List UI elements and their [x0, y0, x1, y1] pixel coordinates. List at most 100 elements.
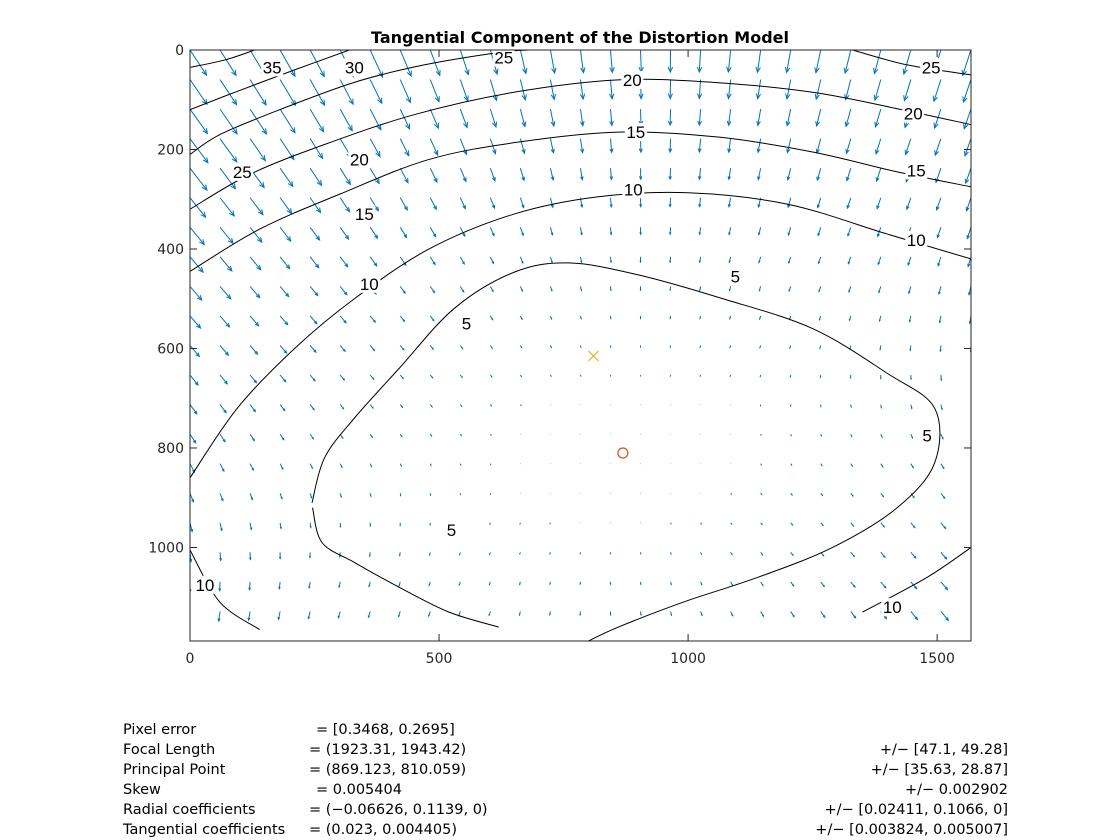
quiver-arrow — [219, 197, 236, 217]
quiver-arrow — [519, 256, 524, 265]
quiver-arrow — [609, 50, 615, 74]
quiver-arrow — [966, 227, 971, 240]
quiver-arrow — [876, 197, 882, 210]
quiver-arrow — [249, 493, 253, 501]
quiver-arrow — [429, 345, 435, 351]
quiver-arrow — [640, 522, 642, 524]
quiver-arrow — [579, 109, 585, 127]
quiver-arrow — [338, 581, 341, 589]
quiver-arrow — [669, 256, 672, 264]
quiver-arrow — [760, 581, 764, 587]
quiver-arrow — [489, 404, 493, 407]
quiver-arrow — [790, 640, 792, 641]
quiver-arrow — [309, 167, 323, 187]
quiver-arrow — [190, 493, 194, 503]
stats-value: = (−0.06626, 0.1139, 0) — [309, 802, 488, 818]
quiver-arrow — [399, 374, 404, 380]
quiver-arrow — [369, 374, 375, 381]
quiver-arrow — [844, 108, 852, 128]
quiver-arrow — [339, 227, 350, 241]
quiver-arrow — [337, 611, 341, 619]
quiver-arrow — [339, 404, 345, 410]
quiver-arrow — [875, 168, 882, 183]
quiver-arrow — [758, 256, 762, 264]
quiver-arrow — [817, 256, 822, 265]
quiver-arrow — [728, 256, 732, 264]
quiver-arrow — [940, 463, 945, 470]
quiver-arrow — [730, 581, 733, 587]
quiver-arrow — [874, 138, 882, 155]
quiver-arrow — [668, 197, 672, 208]
quiver-arrow — [369, 522, 372, 528]
quiver-arrow — [844, 79, 852, 101]
stats-error: +/− [47.1, 49.28] — [879, 742, 1008, 758]
distortion-contour-figure: Tangential Component of the Distortion M… — [148, 28, 972, 667]
quiver-arrow — [279, 463, 284, 471]
quiver-arrow — [755, 79, 762, 100]
quiver-arrow — [940, 404, 943, 411]
quiver-arrow — [640, 492, 642, 494]
contour-label-25: 25 — [492, 48, 515, 67]
quiver-arrow — [249, 256, 262, 271]
quiver-arrow — [698, 256, 702, 264]
quiver-arrow — [279, 108, 296, 134]
quiver-arrow — [700, 404, 702, 406]
quiver-arrow — [489, 227, 495, 237]
image-center-marker — [588, 350, 599, 362]
quiver-arrow — [700, 463, 702, 465]
quiver-arrow — [669, 286, 672, 292]
quiver-arrow — [609, 433, 611, 435]
quiver-arrow — [549, 640, 551, 641]
quiver-arrow — [879, 345, 882, 351]
quiver-arrow — [936, 227, 942, 239]
quiver-arrow — [549, 256, 553, 264]
quiver-arrow — [339, 286, 348, 296]
quiver-arrow — [873, 50, 882, 75]
contour-label-25: 25 — [920, 58, 943, 77]
quiver-arrow — [820, 522, 824, 527]
quiver-arrow — [845, 138, 852, 155]
quiver-arrow — [784, 50, 792, 74]
quiver-arrow — [190, 463, 196, 474]
quiver-arrow — [190, 286, 203, 301]
quiver-arrow — [249, 315, 260, 327]
quiver-arrow — [935, 197, 942, 212]
quiver-arrow — [579, 404, 581, 406]
quiver-arrow — [399, 138, 410, 157]
quiver-arrow — [880, 492, 885, 498]
quiver-arrow — [963, 108, 971, 130]
quiver-arrow — [309, 79, 326, 107]
quiver-arrow — [217, 611, 221, 623]
quiver-arrow — [277, 611, 281, 621]
stats-value: = 0.005404 — [316, 782, 402, 798]
x-tick-label: 0 — [186, 651, 195, 667]
quiver-arrow — [814, 50, 822, 74]
quiver-arrow — [934, 138, 942, 157]
quiver-arrow — [756, 109, 762, 127]
quiver-arrow — [579, 433, 581, 435]
quiver-arrow — [940, 581, 949, 591]
stats-label: Focal Length — [123, 742, 216, 758]
quiver-arrow — [964, 168, 971, 185]
quiver-arrow — [728, 286, 732, 292]
contour-label-15: 15 — [353, 205, 376, 224]
quiver-arrow — [459, 463, 462, 467]
quiver-arrow — [549, 79, 556, 101]
quiver-arrow — [726, 109, 732, 127]
quiver-arrow — [399, 433, 403, 438]
quiver-arrow — [278, 581, 281, 590]
quiver-arrow — [845, 168, 852, 182]
quiver-arrow — [873, 79, 882, 102]
quiver-arrow — [908, 286, 912, 295]
quiver-arrow — [815, 138, 822, 155]
contour-labels: 5 5 5 5 10 10 10 10 10 15 15 15 20 20 20 25 25 25 30 35 — [193, 48, 943, 617]
quiver-arrow — [249, 226, 263, 244]
quiver-arrow — [697, 168, 702, 181]
quiver-arrow — [639, 286, 642, 292]
quiver-arrow — [639, 227, 642, 236]
quiver-arrow — [819, 345, 822, 350]
quiver-arrow — [459, 433, 463, 437]
contour-label-20: 20 — [348, 150, 371, 169]
quiver-arrow — [279, 522, 282, 530]
quiver-arrow — [399, 79, 411, 104]
